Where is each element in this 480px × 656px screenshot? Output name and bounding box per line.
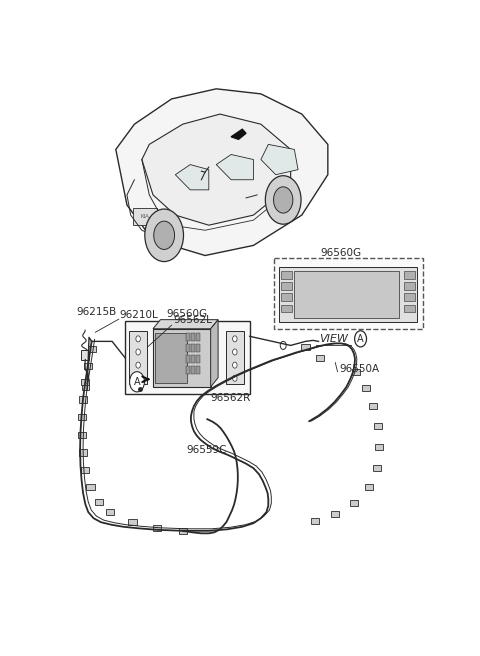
Polygon shape (216, 155, 253, 180)
Circle shape (136, 336, 140, 342)
Bar (125, 321, 250, 394)
Polygon shape (261, 144, 298, 174)
Polygon shape (116, 89, 328, 256)
Text: 96559C: 96559C (187, 445, 227, 455)
Text: A: A (134, 377, 140, 387)
Text: 96210L: 96210L (120, 310, 158, 320)
Text: 96550A: 96550A (339, 364, 379, 374)
Circle shape (233, 349, 237, 355)
Circle shape (274, 187, 293, 213)
Bar (294, 271, 398, 318)
Bar (186, 355, 190, 363)
Circle shape (145, 209, 183, 262)
Bar (191, 333, 195, 341)
Bar (186, 344, 190, 352)
Bar (352, 369, 360, 375)
Bar (179, 528, 187, 534)
Polygon shape (175, 165, 209, 190)
Bar (369, 403, 377, 409)
Bar (84, 363, 92, 369)
Bar (186, 366, 190, 374)
Polygon shape (211, 319, 218, 387)
Bar (350, 500, 358, 506)
Text: KIA: KIA (140, 214, 149, 218)
Bar (311, 518, 319, 523)
Circle shape (280, 341, 286, 350)
Circle shape (130, 372, 144, 392)
Text: VIEW: VIEW (319, 334, 348, 344)
Bar (404, 282, 415, 290)
Bar (196, 355, 200, 363)
Bar (82, 383, 89, 390)
Bar (196, 333, 200, 341)
Bar (81, 467, 89, 473)
Bar (331, 511, 339, 517)
Bar (404, 304, 415, 312)
Bar (316, 354, 324, 361)
Bar (78, 432, 86, 438)
Bar (95, 499, 103, 505)
Bar (186, 333, 190, 341)
Bar (191, 366, 195, 374)
Bar (404, 271, 415, 279)
Bar (132, 207, 157, 225)
Bar (79, 449, 87, 455)
Polygon shape (142, 114, 290, 225)
Bar (375, 444, 383, 451)
Bar (374, 423, 382, 429)
Bar (373, 464, 381, 471)
Circle shape (136, 362, 140, 368)
Text: 96562R: 96562R (211, 393, 251, 403)
Bar (155, 333, 187, 383)
Circle shape (136, 375, 140, 381)
Text: 96562L: 96562L (173, 315, 212, 325)
Bar (301, 344, 310, 350)
Bar (78, 414, 86, 420)
Bar (79, 396, 87, 403)
Bar (281, 293, 292, 301)
Text: 96560G: 96560G (166, 308, 207, 319)
Bar (362, 385, 370, 391)
Circle shape (265, 176, 301, 224)
Bar (281, 304, 292, 312)
Bar (106, 509, 114, 515)
Circle shape (233, 375, 237, 381)
Bar (153, 525, 161, 531)
Circle shape (233, 362, 237, 368)
Bar (191, 344, 195, 352)
Bar (279, 267, 417, 321)
Bar (191, 355, 195, 363)
Bar (281, 271, 292, 279)
Bar (81, 350, 89, 359)
Bar (196, 366, 200, 374)
Text: A: A (357, 334, 364, 344)
Bar (196, 344, 200, 352)
Text: 96215B: 96215B (77, 307, 117, 317)
Bar (86, 484, 95, 490)
Circle shape (233, 336, 237, 342)
Circle shape (136, 349, 140, 355)
Bar (153, 329, 211, 387)
Text: 96560G: 96560G (320, 248, 361, 258)
Bar (274, 258, 423, 329)
Bar (87, 346, 96, 352)
Bar (365, 484, 373, 490)
Bar (129, 519, 137, 525)
Polygon shape (153, 319, 218, 329)
Bar (404, 293, 415, 301)
Bar (129, 331, 147, 384)
Bar (226, 331, 244, 384)
Circle shape (154, 221, 175, 249)
Polygon shape (231, 129, 246, 139)
Bar (81, 379, 89, 385)
Bar (281, 282, 292, 290)
